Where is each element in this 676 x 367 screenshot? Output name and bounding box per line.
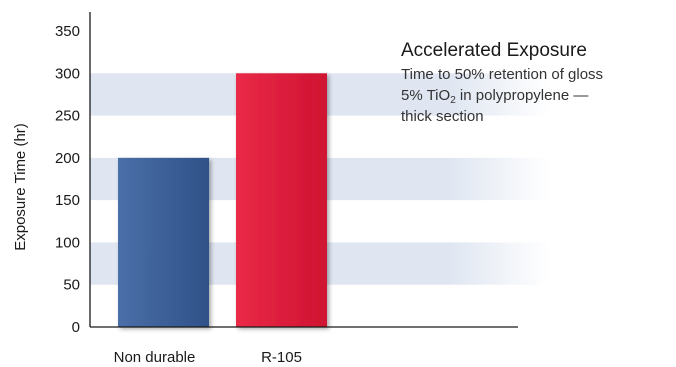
y-tick-label: 250	[55, 108, 80, 125]
y-tick-label: 50	[63, 277, 80, 294]
bar-non-durable	[118, 157, 209, 327]
x-category-label: Non durable	[114, 349, 196, 366]
y-tick-label: 150	[55, 192, 80, 209]
y-tick-label: 300	[55, 65, 80, 82]
annotation-line-2-prefix: 5% TiO	[401, 87, 451, 104]
bar-r-105	[236, 73, 327, 328]
annotation-line-3: thick section	[401, 108, 484, 125]
annotation-title: Accelerated Exposure	[401, 40, 587, 61]
annotation-line-2-subscript: 2	[450, 95, 456, 106]
y-tick-labels: 0 50 100 150 200 250 300 350	[55, 23, 80, 336]
bars	[118, 73, 327, 328]
y-tick-label: 350	[55, 23, 80, 40]
annotation-line-2: 5% TiO2 in polypropylene —	[401, 87, 588, 109]
annotation-line-2-suffix: in polypropylene —	[455, 87, 589, 104]
x-category-labels: Non durable R-105	[114, 349, 302, 366]
y-tick-label: 200	[55, 150, 80, 167]
annotation-line-1: Time to 50% retention of gloss	[401, 66, 604, 83]
axes	[89, 12, 518, 328]
y-tick-label: 100	[55, 234, 80, 251]
y-axis-label: Exposure Time (hr)	[12, 123, 29, 251]
y-tick-label: 0	[72, 319, 80, 336]
x-category-label: R-105	[261, 349, 302, 366]
